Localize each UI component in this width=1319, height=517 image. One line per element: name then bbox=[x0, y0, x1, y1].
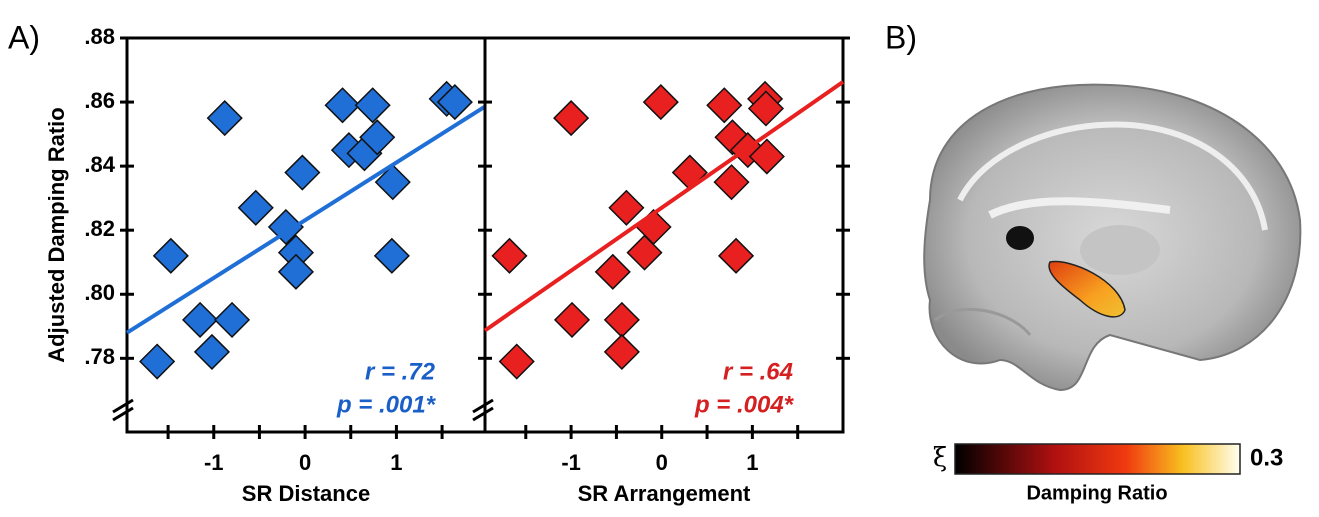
y-tick-label: .86 bbox=[84, 88, 115, 113]
y-tick-label: .78 bbox=[84, 344, 115, 369]
data-point bbox=[715, 165, 749, 199]
x-tick-label: 0 bbox=[299, 450, 311, 475]
data-point bbox=[555, 303, 589, 337]
data-point bbox=[719, 239, 753, 273]
data-point bbox=[356, 88, 390, 122]
colorbar-symbol: ξ bbox=[933, 443, 947, 473]
data-point bbox=[644, 85, 678, 119]
x-tick-label: 0 bbox=[656, 450, 668, 475]
axis-break bbox=[113, 400, 493, 420]
x-tick-label: -1 bbox=[204, 450, 224, 475]
data-point bbox=[279, 255, 313, 289]
colorbar-max: 0.3 bbox=[1250, 444, 1283, 471]
fit-line bbox=[127, 107, 485, 333]
brain-image bbox=[924, 85, 1300, 390]
data-point bbox=[375, 239, 409, 273]
figure: A) B) ξ 0.3 Damping Ratio .78 .80 .82 .84 .8… bbox=[0, 0, 1319, 512]
annotation: r = .72 bbox=[365, 358, 436, 385]
x-axis-title: SR Arrangement bbox=[578, 481, 751, 506]
data-point bbox=[195, 335, 229, 369]
colorbar bbox=[955, 444, 1240, 474]
data-point bbox=[707, 88, 741, 122]
x-tick-label: -1 bbox=[561, 450, 581, 475]
data-point bbox=[239, 191, 273, 225]
data-point bbox=[605, 303, 639, 337]
data-point bbox=[673, 156, 707, 190]
data-point bbox=[605, 335, 639, 369]
data-point bbox=[554, 101, 588, 135]
data-point bbox=[492, 239, 526, 273]
data-point bbox=[140, 345, 174, 379]
x-tick-label: 1 bbox=[390, 450, 402, 475]
data-point bbox=[215, 303, 249, 337]
data-point bbox=[500, 345, 534, 379]
data-point bbox=[154, 239, 188, 273]
annotation: p = .001* bbox=[336, 391, 437, 418]
data-point bbox=[326, 88, 360, 122]
y-axis-title: Adjusted Damping Ratio bbox=[44, 107, 69, 362]
panel-label: B) bbox=[885, 19, 917, 55]
data-point bbox=[208, 101, 242, 135]
x-tick-label: 1 bbox=[746, 450, 758, 475]
x-axis-title: SR Distance bbox=[242, 481, 370, 506]
y-tick-label: .82 bbox=[84, 216, 115, 241]
data-point bbox=[609, 191, 643, 225]
data-point bbox=[596, 255, 630, 289]
y-tick-label: .84 bbox=[84, 152, 115, 177]
fit-line bbox=[485, 82, 843, 331]
colorbar-label: Damping Ratio bbox=[1026, 482, 1167, 504]
data-point bbox=[183, 303, 217, 337]
data-point bbox=[285, 156, 319, 190]
annotation: r = .64 bbox=[723, 358, 793, 385]
y-tick-label: .80 bbox=[84, 280, 115, 305]
y-tick-label: .88 bbox=[84, 24, 115, 49]
annotation: p = .004* bbox=[694, 391, 795, 418]
panel-label: A) bbox=[8, 19, 40, 55]
